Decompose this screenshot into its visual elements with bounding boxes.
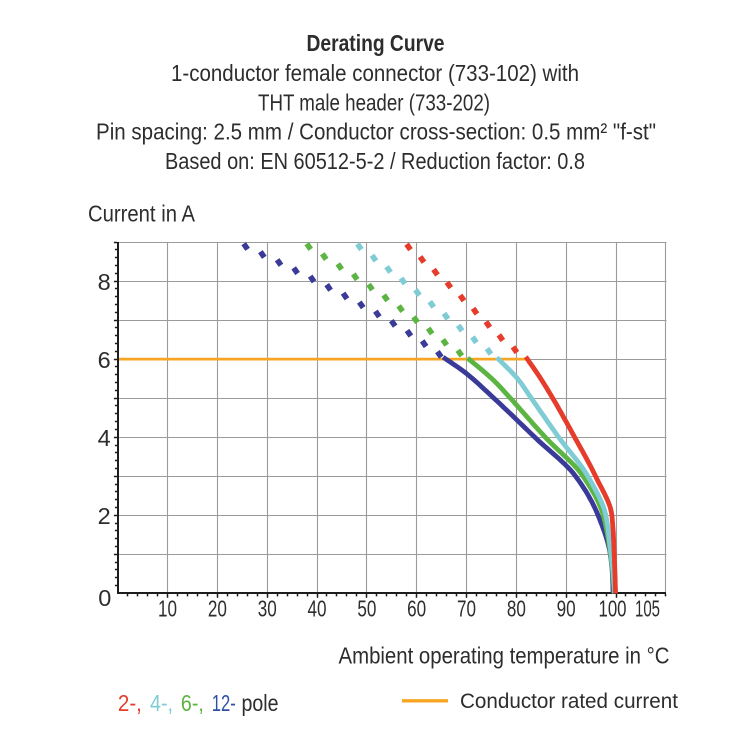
svg-text:10: 10	[158, 596, 177, 622]
svg-text:8: 8	[98, 269, 111, 295]
svg-text:50: 50	[357, 596, 376, 622]
svg-text:30: 30	[258, 596, 277, 622]
svg-text:100: 100	[599, 596, 627, 622]
svg-text:0: 0	[98, 585, 111, 611]
svg-text:Conductor rated current: Conductor rated current	[460, 689, 678, 713]
svg-text:Derating Curve: Derating Curve	[307, 30, 445, 56]
svg-text:105: 105	[635, 596, 660, 622]
svg-text:12-: 12-	[212, 690, 236, 716]
svg-text:2-,: 2-,	[118, 690, 142, 716]
svg-text:Based on: EN 60512-5-2 / Reduc: Based on: EN 60512-5-2 / Reduction facto…	[165, 148, 585, 174]
svg-text:2: 2	[98, 503, 111, 529]
svg-text:80: 80	[507, 596, 526, 622]
svg-text:70: 70	[457, 596, 476, 622]
svg-text:60: 60	[407, 596, 426, 622]
svg-text:90: 90	[557, 596, 576, 622]
svg-text:6-,: 6-,	[181, 690, 204, 716]
svg-text:pole: pole	[242, 690, 279, 716]
svg-text:4-,: 4-,	[150, 690, 173, 716]
svg-text:4: 4	[98, 425, 111, 451]
svg-text:Pin spacing: 2.5 mm / Conducto: Pin spacing: 2.5 mm / Conductor cross-se…	[96, 119, 656, 145]
svg-text:20: 20	[208, 596, 227, 622]
svg-text:Ambient operating temperature: Ambient operating temperature in °C	[339, 643, 670, 669]
svg-text:Current in A: Current in A	[88, 201, 196, 227]
svg-text:1-conductor female connector (: 1-conductor female connector (733-102) w…	[171, 60, 579, 86]
svg-text:THT male header (733-202): THT male header (733-202)	[258, 89, 490, 115]
svg-text:6: 6	[98, 347, 111, 373]
svg-text:40: 40	[308, 596, 327, 622]
